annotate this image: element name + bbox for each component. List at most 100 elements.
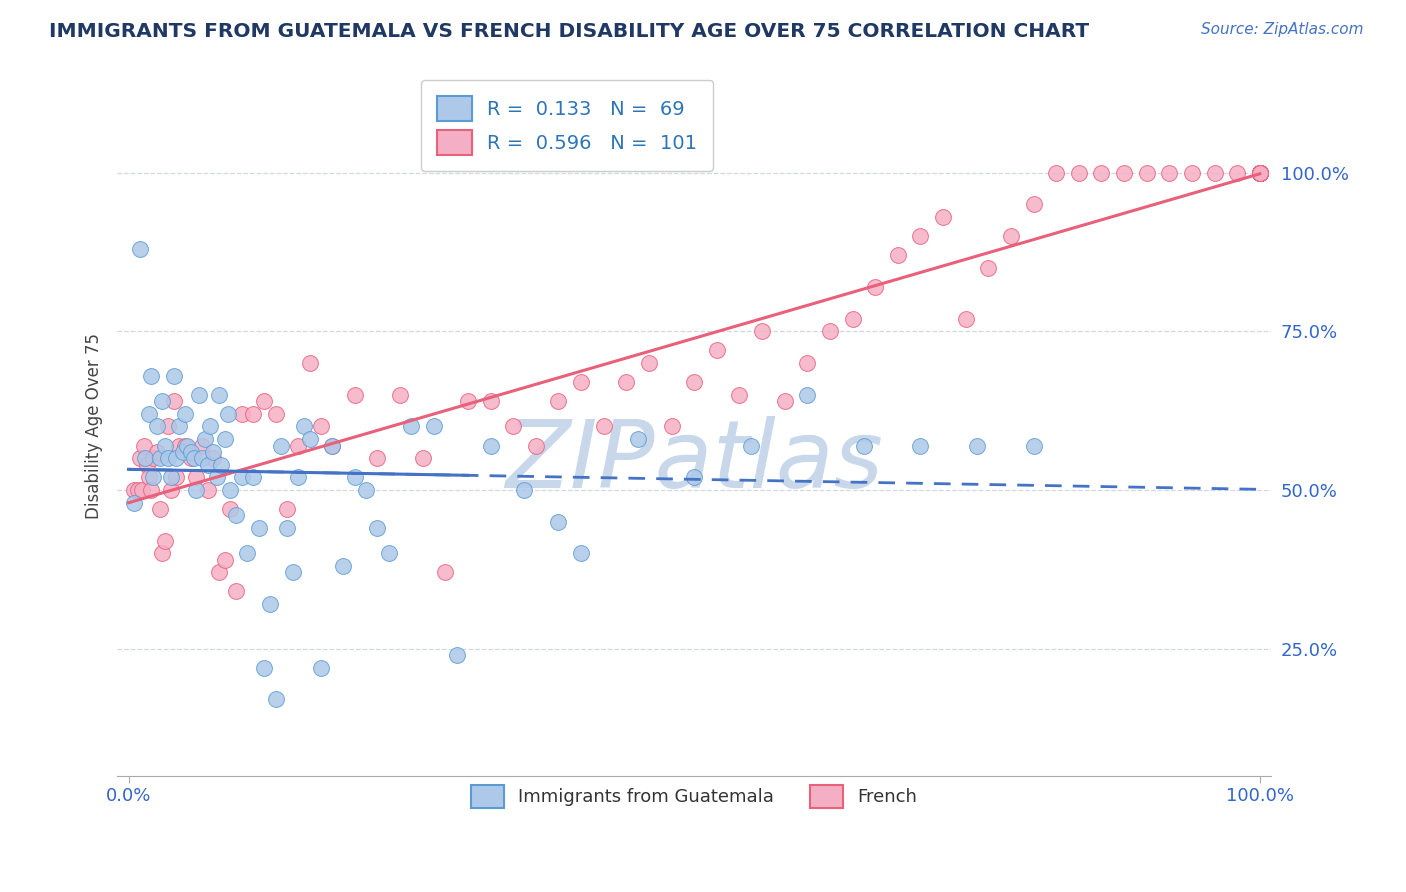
Point (276, 521, 298, 535)
Point (142, 451, 165, 466)
Point (366, 521, 388, 535)
Point (139, 368, 162, 383)
Point (1249, 166, 1271, 180)
Point (197, 483, 219, 497)
Point (1249, 166, 1271, 180)
Point (187, 388, 209, 402)
Point (1226, 166, 1249, 180)
Point (513, 483, 536, 497)
Point (1204, 166, 1226, 180)
Point (412, 451, 434, 466)
Point (142, 470, 165, 484)
Point (128, 451, 150, 466)
Point (231, 470, 253, 484)
Point (1249, 166, 1271, 180)
Point (1000, 229, 1022, 244)
Point (183, 451, 205, 466)
Point (242, 470, 264, 484)
Point (128, 242, 150, 256)
Point (569, 546, 592, 560)
Point (270, 438, 292, 452)
Point (1249, 166, 1271, 180)
Point (389, 388, 412, 402)
Point (209, 458, 232, 472)
Point (208, 566, 231, 580)
Point (264, 692, 287, 706)
Point (1249, 166, 1271, 180)
Text: Source: ZipAtlas.com: Source: ZipAtlas.com (1201, 22, 1364, 37)
Point (194, 432, 217, 446)
Point (321, 438, 343, 452)
Point (343, 470, 366, 484)
Point (172, 445, 194, 459)
Legend: Immigrants from Guatemala, French: Immigrants from Guatemala, French (464, 778, 924, 815)
Point (208, 388, 231, 402)
Point (146, 419, 169, 434)
Point (1022, 438, 1045, 452)
Point (242, 407, 264, 421)
Point (863, 280, 886, 294)
Point (1249, 166, 1271, 180)
Point (479, 394, 502, 409)
Point (626, 432, 648, 446)
Point (219, 483, 242, 497)
Point (1136, 166, 1159, 180)
Point (1249, 166, 1271, 180)
Point (264, 407, 287, 421)
Point (592, 419, 614, 434)
Point (169, 419, 191, 434)
Point (149, 502, 172, 516)
Point (292, 419, 315, 434)
Point (614, 375, 637, 389)
Point (180, 451, 202, 466)
Point (1090, 166, 1112, 180)
Point (1249, 166, 1271, 180)
Point (122, 483, 145, 497)
Point (122, 495, 145, 509)
Point (910, 438, 932, 452)
Point (1159, 166, 1181, 180)
Point (298, 432, 321, 446)
Point (1249, 166, 1271, 180)
Point (152, 546, 174, 560)
Point (276, 502, 298, 516)
Point (1249, 166, 1271, 180)
Point (1249, 166, 1271, 180)
Point (160, 470, 183, 484)
Point (977, 260, 1000, 275)
Point (1181, 166, 1204, 180)
Point (818, 324, 841, 338)
Point (1249, 166, 1271, 180)
Point (225, 508, 247, 523)
Point (547, 515, 569, 529)
Point (281, 566, 304, 580)
Point (174, 407, 197, 421)
Point (176, 438, 198, 452)
Point (1067, 166, 1090, 180)
Point (253, 660, 276, 674)
Point (1249, 166, 1271, 180)
Point (186, 470, 208, 484)
Point (423, 419, 446, 434)
Point (247, 521, 270, 535)
Point (683, 470, 706, 484)
Point (1112, 166, 1135, 180)
Point (165, 470, 187, 484)
Point (852, 438, 875, 452)
Point (157, 451, 180, 466)
Point (134, 438, 156, 452)
Point (1249, 166, 1271, 180)
Point (1022, 197, 1045, 211)
Point (434, 566, 457, 580)
Point (366, 451, 388, 466)
Point (253, 394, 276, 409)
Point (205, 470, 228, 484)
Point (332, 559, 354, 574)
Point (160, 483, 183, 497)
Point (131, 483, 153, 497)
Point (202, 445, 225, 459)
Point (139, 483, 162, 497)
Point (706, 343, 728, 358)
Point (153, 438, 176, 452)
Point (146, 445, 169, 459)
